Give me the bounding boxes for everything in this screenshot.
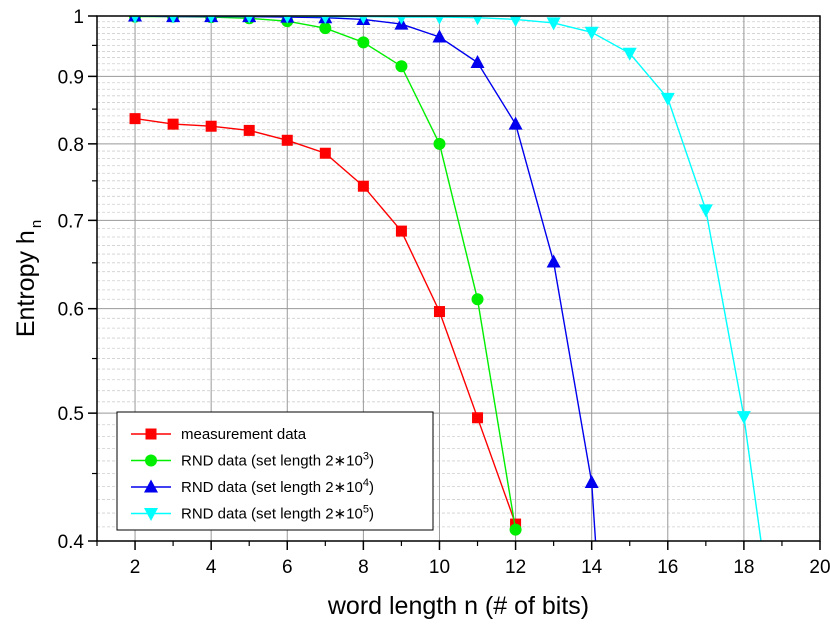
- data-point: [622, 47, 637, 61]
- x-tick-label: 12: [505, 557, 526, 578]
- data-point: [319, 22, 332, 35]
- data-point: [584, 26, 599, 40]
- data-point: [546, 17, 561, 31]
- data-point: [359, 16, 368, 25]
- data-point: [283, 16, 292, 24]
- legend-entry-superscript: 4: [363, 477, 369, 489]
- data-point: [432, 29, 447, 43]
- data-point: [546, 254, 561, 268]
- data-point: [471, 293, 484, 306]
- data-point: [509, 16, 522, 27]
- legend-entry-superscript: 5: [363, 504, 369, 516]
- legend-entry: RND data (set length 2∗104): [181, 477, 374, 496]
- data-point: [472, 412, 484, 424]
- x-tick-label: 4: [206, 557, 217, 578]
- data-point: [433, 306, 445, 318]
- data-point: [207, 16, 216, 24]
- y-tick-label: 0.7: [58, 211, 84, 232]
- legend-entry: measurement data: [181, 426, 307, 443]
- y-tick-label: 0.5: [58, 404, 84, 425]
- y-tick-label: 0.4: [58, 532, 85, 553]
- legend-entry-label: RND data (set length 2∗10: [181, 479, 363, 496]
- legend-entry-label: RND data (set length 2∗10: [181, 453, 363, 470]
- legend-marker: [144, 508, 158, 521]
- x-tick-label: 10: [429, 557, 450, 578]
- x-tick-label: 8: [358, 557, 369, 578]
- data-point: [205, 120, 217, 132]
- legend-marker: [145, 428, 157, 440]
- data-point: [320, 16, 330, 25]
- data-point: [508, 116, 523, 130]
- x-tick-label: 14: [581, 557, 603, 578]
- data-point: [434, 16, 445, 25]
- y-axis-title-subscript: n: [28, 220, 45, 228]
- x-tick-label: 18: [733, 557, 754, 578]
- legend-entry-label: RND data (set length 2∗10: [181, 506, 363, 523]
- data-point: [243, 124, 255, 136]
- x-tick-label: 6: [282, 557, 293, 578]
- data-point: [319, 147, 331, 159]
- y-axis-title: Entropy h n: [12, 220, 45, 337]
- legend-entry-label: measurement data: [181, 426, 307, 443]
- axis-ticks: [88, 15, 821, 550]
- y-tick-label: 0.6: [58, 300, 84, 321]
- legend-marker: [145, 454, 157, 467]
- data-point: [281, 134, 293, 146]
- series-4: [131, 16, 762, 541]
- data-point: [395, 225, 407, 237]
- x-tick-label: 20: [809, 557, 830, 578]
- data-point: [396, 16, 407, 25]
- data-point: [395, 60, 408, 73]
- x-axis-title: word length n (# of bits): [327, 592, 589, 620]
- data-point: [472, 16, 483, 26]
- y-tick-label: 1: [73, 7, 84, 28]
- series-line: [135, 16, 762, 541]
- legend-entry-superscript: 3: [363, 451, 369, 463]
- legend-entry: RND data (set length 2∗105): [181, 504, 374, 523]
- series-group: [128, 16, 762, 541]
- data-point: [357, 180, 369, 192]
- data-point: [129, 113, 141, 125]
- data-point: [167, 118, 179, 130]
- legend-marker: [144, 479, 158, 493]
- data-point: [660, 92, 675, 106]
- data-point: [698, 204, 713, 218]
- x-tick-label: 2: [130, 557, 141, 578]
- data-point: [245, 16, 254, 24]
- plot-frame: [96, 15, 821, 542]
- y-tick-label: 0.9: [58, 67, 84, 88]
- data-point: [131, 16, 140, 24]
- legend-box: [116, 411, 434, 531]
- legend-entry-close: ): [369, 506, 374, 523]
- data-point: [433, 137, 446, 150]
- data-point: [584, 474, 599, 488]
- axis-tick-labels: 2 4 6 8 10 12 14 16 18 20 0.4 0.5 0.6 0.7 0.8 0.9 1: [58, 7, 830, 578]
- data-point: [736, 411, 751, 425]
- legend: measurement data RND data (set length 2∗1…: [116, 411, 434, 531]
- legend-entry-close: ): [369, 479, 374, 496]
- data-point: [470, 55, 485, 69]
- y-axis-title-main: Entropy h: [12, 230, 40, 337]
- data-point: [169, 16, 178, 24]
- data-point: [509, 523, 522, 536]
- data-point: [357, 36, 370, 49]
- y-tick-label: 0.8: [58, 135, 84, 156]
- x-tick-label: 16: [657, 557, 678, 578]
- legend-entry: RND data (set length 2∗103): [181, 451, 374, 470]
- legend-entry-close: ): [369, 453, 374, 470]
- series-1: [129, 113, 522, 530]
